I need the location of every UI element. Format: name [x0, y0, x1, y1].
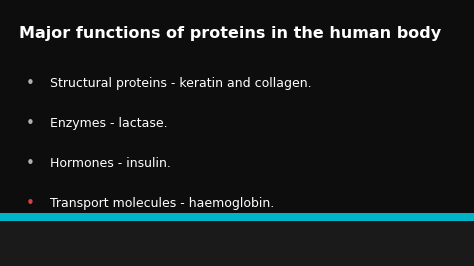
- Bar: [0, 0, 474, 221]
- Bar: [0, 221, 474, 266]
- Text: Hormones - insulin.: Hormones - insulin.: [50, 157, 171, 170]
- Text: Transport molecules - haemoglobin.: Transport molecules - haemoglobin.: [50, 197, 274, 210]
- Text: Structural proteins - keratin and collagen.: Structural proteins - keratin and collag…: [50, 77, 311, 90]
- Text: •: •: [26, 116, 34, 131]
- Bar: [0, 213, 474, 221]
- Text: •: •: [26, 76, 34, 91]
- Text: Enzymes - lactase.: Enzymes - lactase.: [50, 117, 167, 130]
- Text: •: •: [26, 156, 34, 171]
- Text: Major functions of proteins in the human body: Major functions of proteins in the human…: [19, 26, 441, 41]
- Text: •: •: [26, 196, 34, 211]
